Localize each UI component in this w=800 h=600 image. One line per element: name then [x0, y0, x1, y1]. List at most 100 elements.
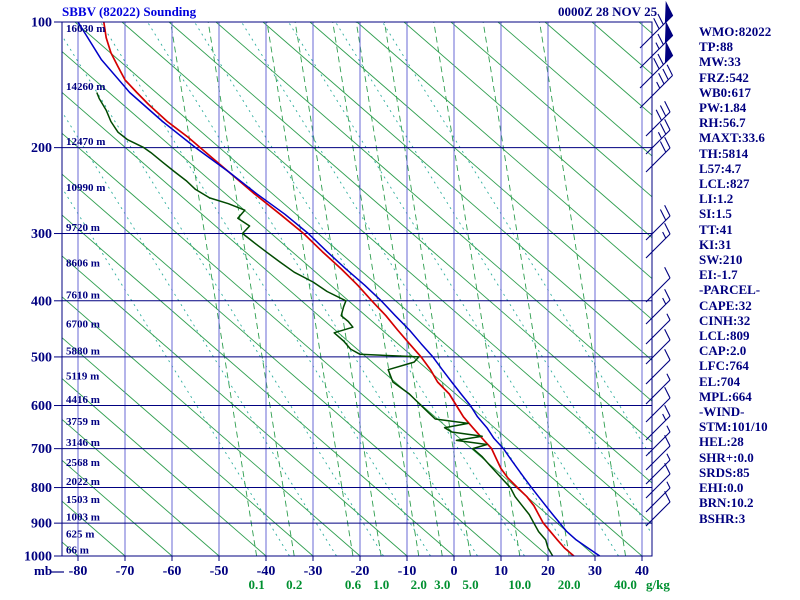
sounding-traces [77, 22, 602, 556]
height-label: 6700 m [66, 318, 100, 330]
temp-tick-label: 0 [451, 564, 458, 579]
height-label: 4416 m [66, 394, 100, 406]
temp-tick-label: -80 [69, 564, 88, 579]
pressure-axis-unit: mb [34, 563, 53, 578]
stat-cap: CAP:2.0 [699, 343, 747, 359]
mixing-ratio-label: 5.0 [462, 577, 478, 592]
mixing-ratio-axis-unit: g/kg [646, 577, 670, 592]
mixing-ratio-label: 3.0 [434, 577, 450, 592]
pressure-tick-label: 100 [31, 16, 52, 31]
stat-bshr: BSHR:3 [699, 510, 746, 526]
stats-panel: WMO:82022 TP:88 MW:33 FRZ:542 WB0:617 PW:1.84… [699, 24, 771, 526]
height-label: 8606 m [66, 257, 100, 269]
pressure-tick-label: 700 [31, 442, 52, 457]
mixing-ratio-label: 2.0 [411, 577, 427, 592]
stat-sw: SW:210 [699, 252, 743, 268]
sounding-datetime: 0000Z 28 NOV 25 [558, 4, 658, 19]
stat-el: EL:704 [699, 373, 741, 389]
temp-tick-label: -50 [210, 564, 229, 579]
height-label: 3759 m [66, 416, 100, 428]
height-label: 5119 m [66, 371, 99, 383]
sounding-title: SBBV (82022) Sounding [62, 4, 197, 19]
pressure-tick-label: 600 [31, 399, 52, 414]
height-label: 66 m [66, 545, 89, 557]
plot-border [61, 21, 653, 557]
stat-mpl: MPL:664 [699, 388, 752, 404]
temp-tick-label: -30 [304, 564, 323, 579]
stat-ehi: EHI:0.0 [699, 480, 744, 496]
stat-frz: FRZ:542 [699, 69, 749, 85]
height-labels: 16630 m 14260 m 12470 m 10990 m 9720 m 8606 m… [66, 23, 105, 557]
temp-tick-label: 10 [494, 564, 508, 579]
trace-wet-bulb [77, 22, 602, 556]
pressure-tick-label: 200 [31, 141, 52, 156]
trace-temperature [102, 22, 575, 556]
grid-lines [62, 22, 652, 556]
stat-tp: TP:88 [699, 39, 733, 55]
pressure-tick-label: 500 [31, 350, 52, 365]
height-label: 2568 m [66, 457, 100, 469]
mixing-ratio-label: 1.0 [373, 577, 389, 592]
height-label: 16630 m [66, 23, 105, 35]
height-label: 12470 m [66, 136, 105, 148]
temp-tick-label: -10 [398, 564, 417, 579]
stat-ei: EI:-1.7 [699, 267, 738, 283]
height-label: 1003 m [66, 512, 100, 524]
pressure-tick-label: 1000 [24, 550, 52, 565]
temp-tick-label: -60 [163, 564, 182, 579]
temp-tick-label: -20 [351, 564, 370, 579]
trace-dewpoint [96, 92, 554, 556]
height-label: 3146 m [66, 437, 100, 449]
temp-tick-label: 30 [588, 564, 602, 579]
stat-hel: HEL:28 [699, 434, 744, 450]
mixing-ratio-label: 0.2 [286, 577, 302, 592]
stat-pw: PW:1.84 [699, 100, 747, 116]
stat-wmo: WMO:82022 [699, 24, 772, 39]
stat-mw: MW:33 [699, 54, 741, 70]
height-label: 9720 m [66, 222, 100, 234]
stat-cinh: CINH:32 [699, 312, 751, 328]
temp-tick-label: -40 [257, 564, 276, 579]
pressure-tick-label: 800 [31, 481, 52, 496]
mixing-ratio-label: 10.0 [508, 577, 531, 592]
stat-wind: -WIND- [699, 404, 745, 420]
stat-lcl: LCL:809 [699, 328, 750, 344]
temp-tick-label: 20 [541, 564, 555, 579]
mixing-ratio-label: 20.0 [558, 577, 581, 592]
height-label: 14260 m [66, 81, 105, 93]
height-label: 10990 m [66, 182, 105, 194]
stat-brn: BRN:10.2 [699, 495, 754, 511]
pressure-tick-label: 900 [31, 517, 52, 532]
mixing-ratio-label: 0.6 [345, 577, 362, 592]
mixing-ratio-label: 40.0 [614, 577, 637, 592]
stat-lcl: LCL:827 [699, 176, 750, 192]
stat-stm: STM:101/10 [699, 419, 768, 435]
mixing-ratio-label: 0.1 [248, 577, 264, 592]
height-label: 1503 m [66, 494, 100, 506]
stat-tt: TT:41 [699, 221, 733, 237]
stat-th: TH:5814 [699, 145, 749, 161]
temp-tick-label: 40 [635, 564, 649, 579]
stat-maxt: MAXT:33.6 [699, 130, 765, 146]
height-label: 625 m [66, 528, 94, 540]
stat-lfc: LFC:764 [699, 358, 749, 374]
temp-tick-label: -70 [116, 564, 135, 579]
stat-cape: CAPE:32 [699, 297, 752, 313]
stat-ki: KI:31 [699, 236, 732, 252]
pressure-tick-label: 300 [31, 227, 52, 242]
height-label: 7610 m [66, 289, 100, 301]
height-label: 5880 m [66, 345, 100, 357]
stat-shr+: SHR+:0.0 [699, 449, 754, 465]
stat-srds: SRDS:85 [699, 464, 750, 480]
stat-wb0: WB0:617 [699, 84, 751, 100]
stat-li: LI:1.2 [699, 191, 734, 207]
stat-l57: L57:4.7 [699, 160, 742, 176]
height-label: 2022 m [66, 476, 100, 488]
wind-barbs [639, 0, 674, 527]
stat-si: SI:1.5 [699, 206, 732, 222]
pressure-tick-label: 400 [31, 294, 52, 309]
stat-parcel: -PARCEL- [699, 282, 761, 298]
